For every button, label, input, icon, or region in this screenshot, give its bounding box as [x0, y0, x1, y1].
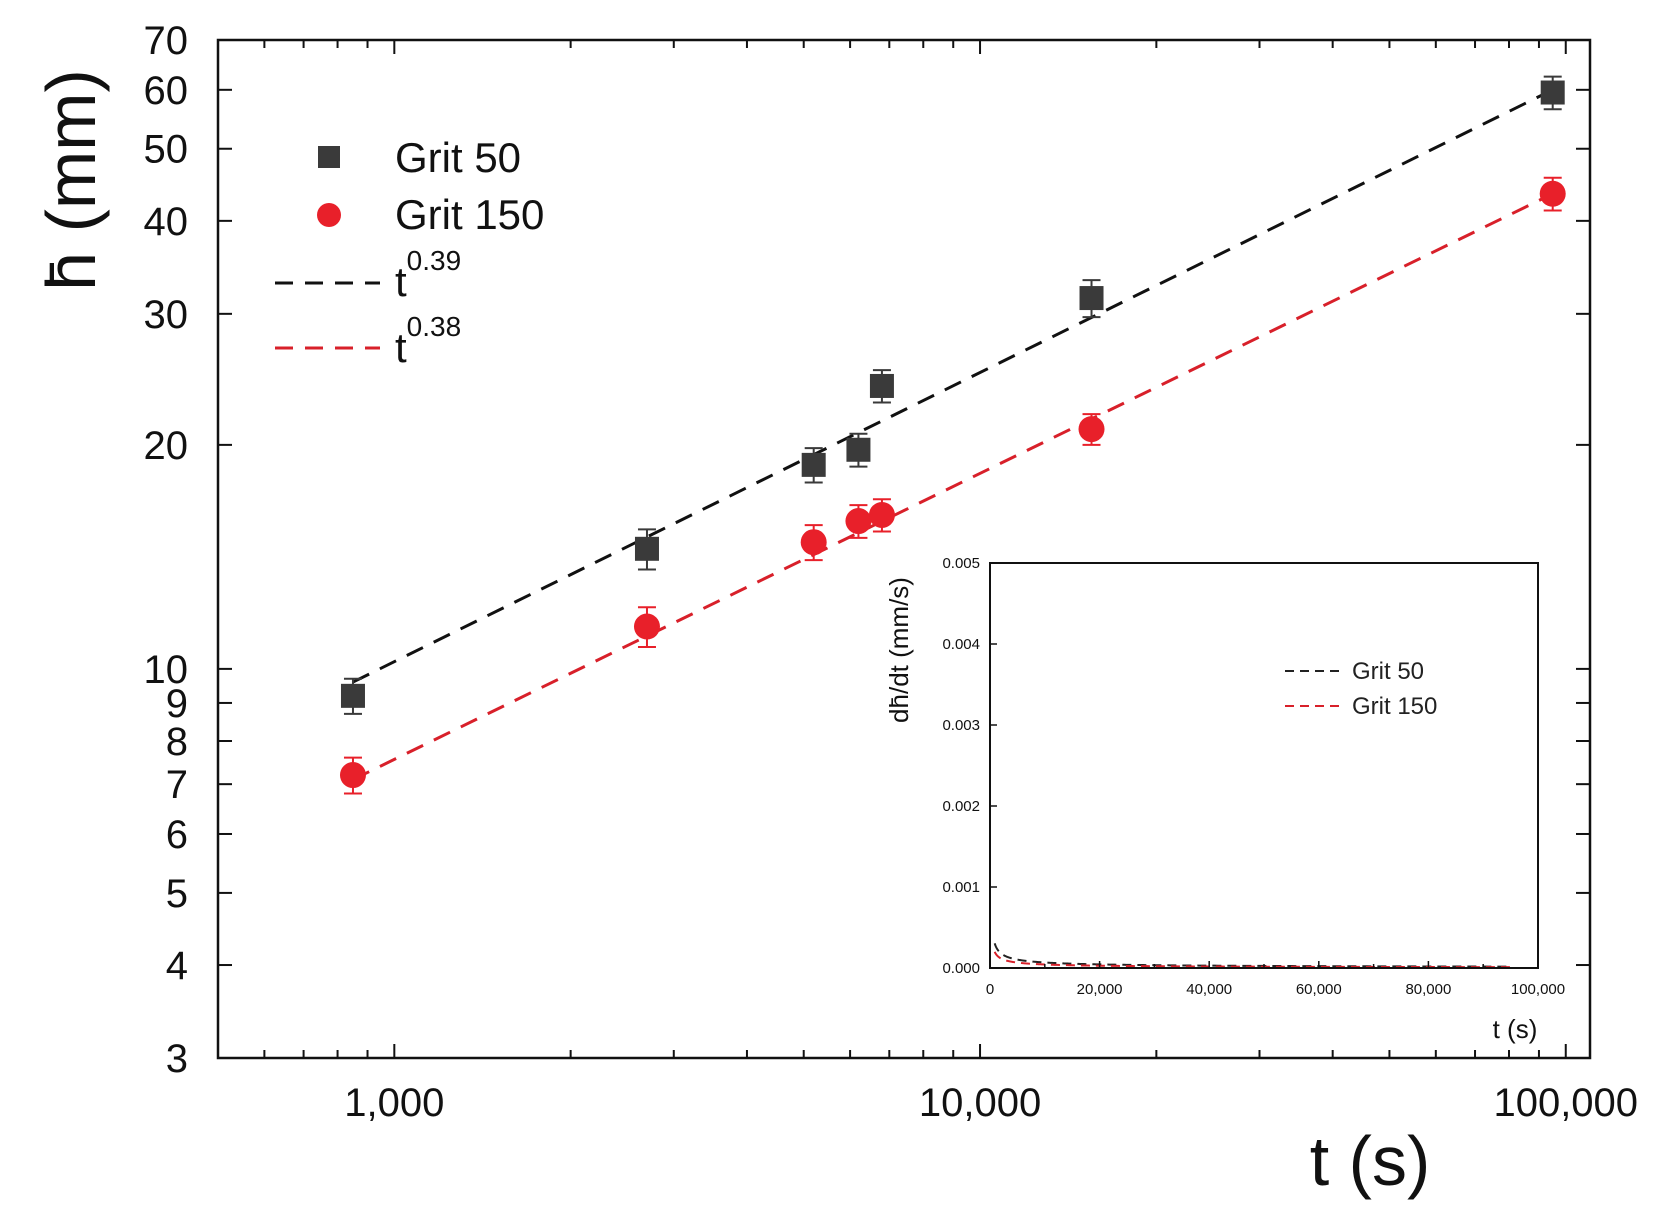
- inset-curve-grit-150: [993, 951, 1511, 969]
- data-point-grit-50: [340, 683, 365, 708]
- data-point-grit-50: [1079, 286, 1104, 311]
- inset-x-tick-label: 60,000: [1296, 981, 1342, 998]
- y-tick-label: 9: [166, 682, 188, 726]
- inset-y-tick-label: 0.002: [942, 798, 980, 815]
- y-tick-label: 50: [144, 128, 189, 172]
- fit-line-grit-50: [352, 88, 1554, 684]
- legend-marker-grit-50: [318, 146, 340, 168]
- data-point-grit-50: [869, 373, 894, 398]
- data-point-grit-50: [801, 452, 826, 477]
- legend-label-grit-50: Grit 50: [395, 134, 521, 181]
- inset-x-tick-label: 80,000: [1405, 981, 1451, 998]
- inset-legend-label-grit-150: Grit 150: [1352, 693, 1437, 720]
- inset-rate-curves: [993, 942, 1511, 969]
- data-point-grit-150: [868, 501, 895, 528]
- y-tick-label: 70: [144, 19, 189, 63]
- x-tick-label: 10,000: [919, 1081, 1041, 1125]
- inset-y-tick-label: 0.005: [942, 555, 980, 572]
- inset-curve-grit-50: [993, 942, 1511, 968]
- y-tick-label: 8: [166, 720, 188, 764]
- main-legend: Grit 50 Grit 150 t0.39 t0.38: [275, 134, 544, 371]
- inset-x-axis-title: t (s): [1493, 1014, 1538, 1044]
- inset-x-tick-label: 0: [986, 981, 994, 998]
- inset-y-tick-label: 0.001: [942, 879, 980, 896]
- main-fit-lines: [352, 88, 1554, 781]
- legend-label-grit-150: Grit 150: [395, 191, 544, 238]
- inset-legend-label-grit-50: Grit 50: [1352, 658, 1424, 685]
- data-point-grit-150: [339, 762, 366, 789]
- inset-x-tick-label: 20,000: [1077, 981, 1123, 998]
- data-point-grit-150: [845, 508, 872, 535]
- y-tick-label: 20: [144, 424, 189, 468]
- inset-x-tick-label: 100,000: [1511, 981, 1565, 998]
- fit-line-grit-150: [352, 192, 1554, 781]
- main-x-axis-ticks: 1,000 10,000 100,000: [217, 40, 1638, 1125]
- main-plot-frame: [216, 38, 1592, 1060]
- y-tick-label: 7: [166, 763, 188, 807]
- y-tick-label: 3: [166, 1037, 188, 1081]
- y-tick-label: 4: [166, 944, 188, 988]
- inset-x-tick-label: 40,000: [1186, 981, 1232, 998]
- x-tick-label: 1,000: [344, 1081, 444, 1125]
- main-data-points: [339, 75, 1566, 795]
- main-y-axis-title: h̄ (mm): [32, 69, 110, 291]
- y-tick-label: 6: [166, 813, 188, 857]
- legend-label-fit-039: t0.39: [395, 245, 461, 305]
- y-tick-label: 40: [144, 200, 189, 244]
- data-point-grit-150: [633, 613, 660, 640]
- x-tick-label: 100,000: [1493, 1081, 1638, 1125]
- data-point-grit-50: [846, 437, 871, 462]
- inset-y-tick-label: 0.004: [942, 636, 980, 653]
- data-point-grit-50: [634, 536, 659, 561]
- data-point-grit-150: [800, 529, 827, 556]
- legend-label-fit-038: t0.38: [395, 311, 461, 371]
- legend-marker-grit-150: [317, 203, 341, 227]
- inset-background: [990, 563, 1538, 968]
- main-x-axis-title: t (s): [1310, 1122, 1431, 1200]
- inset-y-tick-label: 0.003: [942, 717, 980, 734]
- inset-plot: 0 20,000 40,000 60,000 80,000 100,000 0.0000.…: [884, 555, 1565, 1044]
- y-tick-label: 5: [166, 872, 188, 916]
- inset-y-axis-title: dh̄/dt (mm/s): [884, 577, 914, 723]
- y-tick-label: 10: [144, 648, 189, 692]
- data-point-grit-50: [1540, 80, 1565, 105]
- inset-y-tick-label: 0.000: [942, 960, 980, 977]
- data-point-grit-150: [1539, 180, 1566, 207]
- y-tick-label: 30: [144, 293, 189, 337]
- inset-y-axis-ticks: 0.000 0.001 0.002 0.003 0.004 0.005: [942, 555, 997, 977]
- inset-x-axis-ticks: 0 20,000 40,000 60,000 80,000 100,000: [986, 961, 1565, 998]
- y-tick-label: 60: [144, 69, 189, 113]
- data-point-grit-150: [1078, 416, 1105, 443]
- inset-legend: Grit 50 Grit 150: [1285, 658, 1437, 720]
